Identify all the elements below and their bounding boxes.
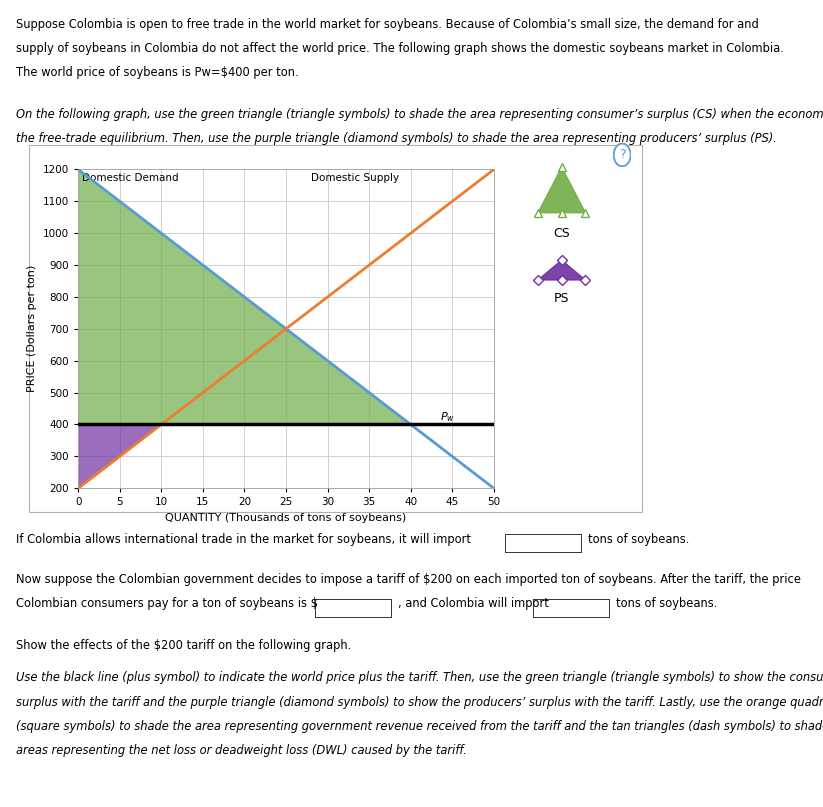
Y-axis label: PRICE (Dollars per ton): PRICE (Dollars per ton): [27, 266, 37, 392]
Text: Use the black line (plus symbol) to indicate the world price plus the tariff. Th: Use the black line (plus symbol) to indi…: [16, 671, 823, 684]
Text: surplus with the tariff and the purple triangle (diamond symbols) to show the pr: surplus with the tariff and the purple t…: [16, 696, 823, 709]
Text: Domestic Supply: Domestic Supply: [311, 174, 399, 183]
Text: The world price of soybeans is Pw=$400 per ton.: The world price of soybeans is Pw=$400 p…: [16, 66, 299, 79]
Text: tons of soybeans.: tons of soybeans.: [588, 533, 690, 546]
Text: supply of soybeans in Colombia do not affect the world price. The following grap: supply of soybeans in Colombia do not af…: [16, 42, 784, 55]
Text: $P_w$: $P_w$: [439, 410, 455, 424]
Text: On the following graph, use the green triangle (triangle symbols) to shade the a: On the following graph, use the green tr…: [16, 108, 823, 121]
Polygon shape: [538, 260, 585, 280]
Text: the free-trade equilibrium. Then, use the purple triangle (diamond symbols) to s: the free-trade equilibrium. Then, use th…: [16, 132, 778, 145]
Text: CS: CS: [553, 227, 570, 240]
Text: If Colombia allows international trade in the market for soybeans, it will impor: If Colombia allows international trade i…: [16, 533, 472, 546]
Text: (square symbols) to shade the area representing government revenue received from: (square symbols) to shade the area repre…: [16, 720, 823, 733]
X-axis label: QUANTITY (Thousands of tons of soybeans): QUANTITY (Thousands of tons of soybeans): [165, 512, 407, 523]
Text: Colombian consumers pay for a ton of soybeans is $: Colombian consumers pay for a ton of soy…: [16, 597, 319, 610]
Polygon shape: [78, 424, 161, 488]
Text: Now suppose the Colombian government decides to impose a tariff of $200 on each : Now suppose the Colombian government dec…: [16, 573, 802, 586]
Text: Domestic Demand: Domestic Demand: [82, 174, 179, 183]
Text: areas representing the net loss or deadweight loss (DWL) caused by the tariff.: areas representing the net loss or deadw…: [16, 744, 467, 757]
Text: tons of soybeans.: tons of soybeans.: [616, 597, 717, 610]
Polygon shape: [78, 169, 411, 424]
Polygon shape: [538, 167, 585, 213]
Text: PS: PS: [554, 292, 570, 305]
Text: ?: ?: [619, 148, 625, 161]
Circle shape: [614, 144, 630, 166]
Text: Suppose Colombia is open to free trade in the world market for soybeans. Because: Suppose Colombia is open to free trade i…: [16, 18, 759, 31]
Text: Show the effects of the $200 tariff on the following graph.: Show the effects of the $200 tariff on t…: [16, 639, 351, 652]
Text: , and Colombia will import: , and Colombia will import: [398, 597, 548, 610]
